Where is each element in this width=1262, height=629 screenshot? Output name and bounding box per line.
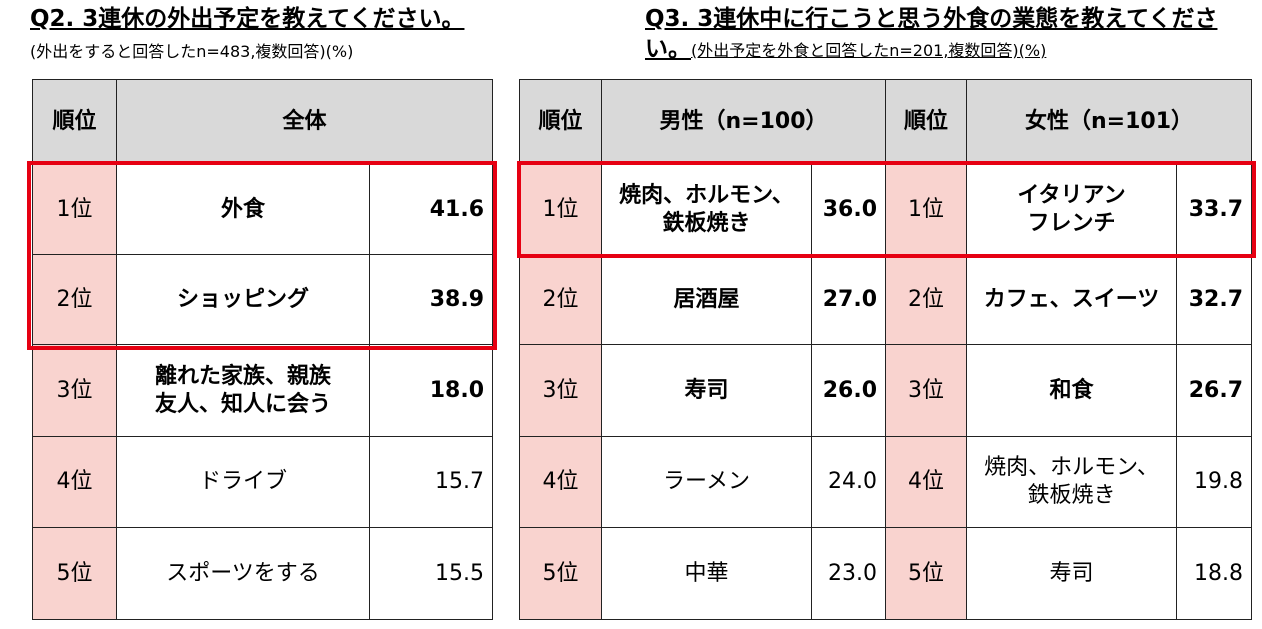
rank-cell: 3位 <box>519 344 602 437</box>
rank-cell: 1位 <box>885 164 967 255</box>
item-cell: 寿司 <box>601 344 812 437</box>
value-cell: 18.8 <box>1176 527 1252 620</box>
left-title-block: Q2. 3連休の外出予定を教えてください。 <box>30 4 530 34</box>
left-note: (外出をすると回答したn=483,複数回答)(%) <box>30 42 354 61</box>
value-cell: 33.7 <box>1176 164 1252 255</box>
item-cell: 離れた家族、親族 友人、知人に会う <box>116 344 370 437</box>
value-cell: 26.0 <box>811 344 886 437</box>
item-cell: ドライブ <box>116 436 370 528</box>
item-cell: イタリアン フレンチ <box>966 164 1177 255</box>
rank-cell: 4位 <box>519 436 602 528</box>
rank-cell: 2位 <box>32 254 117 345</box>
rank-cell: 5位 <box>885 527 967 620</box>
header-cell: 女性（n=101） <box>966 79 1252 165</box>
left-title: Q2. 3連休の外出予定を教えてください。 <box>30 6 465 32</box>
item-cell: カフェ、スイーツ <box>966 254 1177 345</box>
item-cell: スポーツをする <box>116 527 370 620</box>
item-cell: ラーメン <box>601 436 812 528</box>
rank-cell: 5位 <box>32 527 117 620</box>
right-note: (外出予定を外食と回答したn=201,複数回答)(%) <box>691 41 1047 60</box>
value-cell: 15.5 <box>369 527 493 620</box>
right-title: Q3. 3連休中に行こうと思う外食の業態を教えてください。 <box>645 6 1218 62</box>
item-cell: 焼肉、ホルモン、 鉄板焼き <box>966 436 1177 528</box>
value-cell: 18.0 <box>369 344 493 437</box>
header-cell: 順位 <box>32 79 117 165</box>
value-cell: 27.0 <box>811 254 886 345</box>
rank-cell: 5位 <box>519 527 602 620</box>
rank-cell: 4位 <box>32 436 117 528</box>
value-cell: 19.8 <box>1176 436 1252 528</box>
right-title-block: Q3. 3連休中に行こうと思う外食の業態を教えてください。(外出予定を外食と回答… <box>645 4 1235 66</box>
item-cell: 居酒屋 <box>601 254 812 345</box>
header-cell: 男性（n=100） <box>601 79 886 165</box>
rank-cell: 3位 <box>885 344 967 437</box>
rank-cell: 2位 <box>519 254 602 345</box>
item-cell: 寿司 <box>966 527 1177 620</box>
rank-cell: 3位 <box>32 344 117 437</box>
value-cell: 32.7 <box>1176 254 1252 345</box>
highlight-box <box>27 161 497 350</box>
rank-cell: 1位 <box>519 164 602 255</box>
rank-cell: 2位 <box>885 254 967 345</box>
value-cell: 26.7 <box>1176 344 1252 437</box>
rank-cell: 4位 <box>885 436 967 528</box>
value-cell: 23.0 <box>811 527 886 620</box>
header-cell: 順位 <box>885 79 967 165</box>
header-cell: 順位 <box>519 79 602 165</box>
header-cell: 全体 <box>116 79 493 165</box>
item-cell: 中華 <box>601 527 812 620</box>
value-cell: 24.0 <box>811 436 886 528</box>
value-cell: 15.7 <box>369 436 493 528</box>
highlight-box <box>517 161 1256 258</box>
item-cell: 和食 <box>966 344 1177 437</box>
